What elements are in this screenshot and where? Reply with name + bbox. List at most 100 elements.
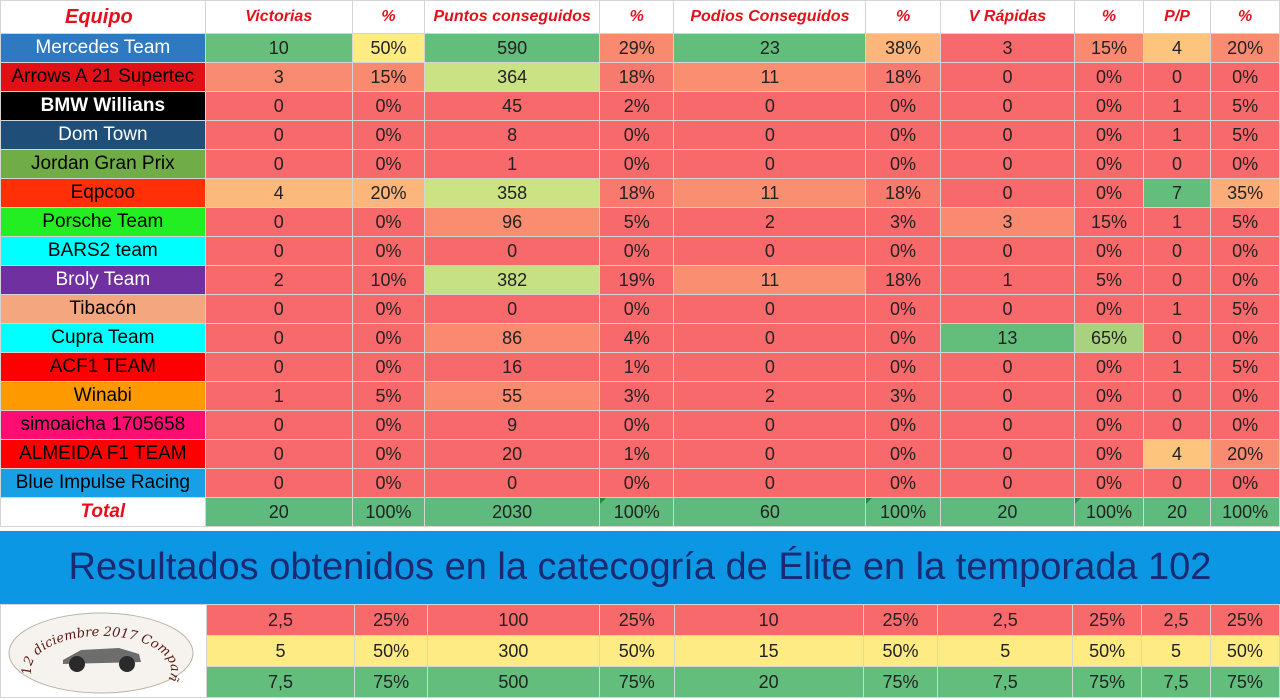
v-rapidas-cell[interactable]: 0 [939, 236, 1076, 266]
pp-pct-cell[interactable]: 5% [1210, 91, 1280, 121]
v-rapidas-pct-cell[interactable]: 0% [1074, 120, 1144, 150]
v-rapidas-cell[interactable]: 0 [939, 439, 1076, 469]
victorias-pct-cell[interactable]: 0% [351, 410, 426, 440]
header-puntos[interactable]: Puntos conseguidos [424, 0, 601, 34]
victorias-cell[interactable]: 0 [204, 236, 353, 266]
puntos-cell[interactable]: 382 [424, 265, 601, 295]
victorias-cell[interactable]: 0 [204, 439, 353, 469]
scale-victorias-pct-cell[interactable]: 25% [354, 604, 429, 636]
puntos-pct-cell[interactable]: 0% [599, 236, 675, 266]
v-rapidas-pct-cell[interactable]: 65% [1074, 323, 1144, 353]
v-rapidas-cell[interactable]: 0 [939, 149, 1076, 179]
victorias-cell[interactable]: 0 [204, 323, 353, 353]
header-v-rapidas[interactable]: V Rápidas [939, 0, 1076, 34]
team-name-cell[interactable]: Jordan Gran Prix [0, 149, 206, 179]
team-name-cell[interactable]: Mercedes Team [0, 33, 206, 63]
total-v-rapidas-pct-cell[interactable]: 100% [1074, 497, 1144, 527]
pp-cell[interactable]: 0 [1142, 323, 1212, 353]
victorias-pct-cell[interactable]: 0% [351, 236, 426, 266]
pp-pct-cell[interactable]: 0% [1210, 236, 1280, 266]
v-rapidas-cell[interactable]: 3 [939, 207, 1076, 237]
victorias-pct-cell[interactable]: 0% [351, 352, 426, 382]
victorias-cell[interactable]: 3 [204, 62, 353, 92]
v-rapidas-cell[interactable]: 0 [939, 294, 1076, 324]
podios-pct-cell[interactable]: 0% [865, 352, 941, 382]
victorias-pct-cell[interactable]: 20% [351, 178, 426, 208]
pp-cell[interactable]: 0 [1142, 410, 1212, 440]
total-label[interactable]: Total [0, 497, 206, 527]
scale-pp-pct-cell[interactable]: 75% [1209, 666, 1280, 698]
team-name-cell[interactable]: Eqpcoo [0, 178, 206, 208]
v-rapidas-pct-cell[interactable]: 15% [1074, 207, 1144, 237]
team-name-cell[interactable]: BMW Willians [0, 91, 206, 121]
victorias-pct-cell[interactable]: 0% [351, 149, 426, 179]
victorias-pct-cell[interactable]: 10% [351, 265, 426, 295]
victorias-pct-cell[interactable]: 5% [351, 381, 426, 411]
pp-cell[interactable]: 4 [1142, 33, 1212, 63]
header-pp[interactable]: P/P [1142, 0, 1212, 34]
puntos-cell[interactable]: 8 [424, 120, 601, 150]
puntos-pct-cell[interactable]: 1% [599, 352, 675, 382]
total-victorias-cell[interactable]: 20 [204, 497, 353, 527]
scale-puntos-cell[interactable]: 500 [427, 666, 600, 698]
puntos-pct-cell[interactable]: 18% [599, 178, 675, 208]
team-name-cell[interactable]: ALMEIDA F1 TEAM [0, 439, 206, 469]
podios-pct-cell[interactable]: 3% [865, 207, 941, 237]
puntos-cell[interactable]: 86 [424, 323, 601, 353]
pp-cell[interactable]: 0 [1142, 381, 1212, 411]
v-rapidas-cell[interactable]: 0 [939, 352, 1076, 382]
victorias-cell[interactable]: 0 [204, 468, 353, 498]
pp-cell[interactable]: 1 [1142, 352, 1212, 382]
podios-cell[interactable]: 0 [673, 323, 867, 353]
podios-cell[interactable]: 0 [673, 439, 867, 469]
scale-victorias-cell[interactable]: 7,5 [205, 666, 356, 698]
team-name-cell[interactable]: BARS2 team [0, 236, 206, 266]
header-v-rapidas-pct[interactable]: % [1074, 0, 1144, 34]
pp-cell[interactable]: 1 [1142, 120, 1212, 150]
victorias-pct-cell[interactable]: 50% [351, 33, 426, 63]
puntos-cell[interactable]: 0 [424, 236, 601, 266]
scale-podios-cell[interactable]: 10 [673, 604, 864, 636]
scale-victorias-pct-cell[interactable]: 75% [354, 666, 429, 698]
pp-pct-cell[interactable]: 20% [1210, 439, 1280, 469]
v-rapidas-cell[interactable]: 0 [939, 468, 1076, 498]
victorias-cell[interactable]: 0 [204, 294, 353, 324]
podios-cell[interactable]: 0 [673, 120, 867, 150]
team-name-cell[interactable]: Dom Town [0, 120, 206, 150]
pp-cell[interactable]: 1 [1142, 294, 1212, 324]
scale-v-rapidas-cell[interactable]: 5 [937, 635, 1074, 667]
scale-pp-cell[interactable]: 7,5 [1141, 666, 1211, 698]
pp-cell[interactable]: 7 [1142, 178, 1212, 208]
puntos-pct-cell[interactable]: 0% [599, 468, 675, 498]
pp-cell[interactable]: 0 [1142, 468, 1212, 498]
v-rapidas-pct-cell[interactable]: 0% [1074, 149, 1144, 179]
v-rapidas-cell[interactable]: 0 [939, 120, 1076, 150]
pp-cell[interactable]: 4 [1142, 439, 1212, 469]
puntos-cell[interactable]: 0 [424, 468, 601, 498]
puntos-cell[interactable]: 16 [424, 352, 601, 382]
podios-cell[interactable]: 23 [673, 33, 867, 63]
season-banner[interactable]: Resultados obtenidos en la catecogría de… [0, 531, 1280, 604]
v-rapidas-pct-cell[interactable]: 0% [1074, 352, 1144, 382]
scale-v-rapidas-pct-cell[interactable]: 75% [1072, 666, 1143, 698]
v-rapidas-cell[interactable]: 3 [939, 33, 1076, 63]
puntos-cell[interactable]: 45 [424, 91, 601, 121]
v-rapidas-pct-cell[interactable]: 0% [1074, 294, 1144, 324]
v-rapidas-pct-cell[interactable]: 0% [1074, 91, 1144, 121]
puntos-pct-cell[interactable]: 0% [599, 120, 675, 150]
pp-cell[interactable]: 0 [1142, 62, 1212, 92]
puntos-pct-cell[interactable]: 4% [599, 323, 675, 353]
pp-cell[interactable]: 1 [1142, 91, 1212, 121]
v-rapidas-cell[interactable]: 0 [939, 410, 1076, 440]
v-rapidas-pct-cell[interactable]: 0% [1074, 410, 1144, 440]
total-pp-cell[interactable]: 20 [1142, 497, 1212, 527]
total-podios-pct-cell[interactable]: 100% [865, 497, 941, 527]
victorias-cell[interactable]: 10 [204, 33, 353, 63]
team-name-cell[interactable]: Cupra Team [0, 323, 206, 353]
podios-cell[interactable]: 0 [673, 468, 867, 498]
puntos-cell[interactable]: 96 [424, 207, 601, 237]
pp-cell[interactable]: 0 [1142, 265, 1212, 295]
puntos-cell[interactable]: 1 [424, 149, 601, 179]
scale-puntos-pct-cell[interactable]: 50% [598, 635, 675, 667]
podios-pct-cell[interactable]: 0% [865, 236, 941, 266]
